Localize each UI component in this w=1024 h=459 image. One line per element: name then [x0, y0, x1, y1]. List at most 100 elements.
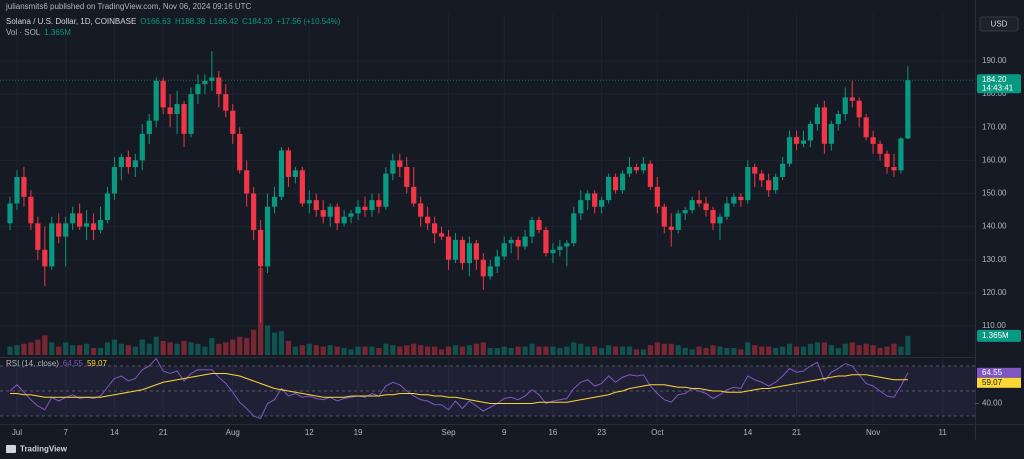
rsi-ma-box: [977, 377, 1021, 388]
candle-body: [97, 220, 104, 230]
candle-body: [118, 157, 124, 168]
volume-bar: [654, 342, 660, 355]
candle-body: [404, 167, 410, 187]
candle-body: [487, 266, 493, 277]
volume-bar: [550, 346, 556, 355]
volume-bar: [7, 346, 13, 355]
volume-bar: [63, 342, 69, 355]
volume-bar: [466, 345, 473, 355]
volume-bar: [682, 347, 688, 355]
volume-bar: [675, 345, 681, 355]
volume-bar: [571, 342, 577, 355]
volume-bar: [56, 346, 62, 355]
candle-body: [793, 137, 800, 144]
volume-bar: [397, 346, 403, 355]
candle-body: [90, 223, 97, 230]
candle-body: [146, 120, 152, 134]
candle-body: [612, 176, 619, 191]
volume-bar: [599, 347, 605, 355]
candle-body: [320, 210, 326, 217]
volume-bar: [306, 343, 312, 355]
candle-body: [285, 150, 292, 177]
candle-body: [438, 233, 445, 237]
volume-bar: [606, 345, 612, 355]
volume-bar: [264, 325, 271, 355]
volume-bar: [299, 345, 305, 355]
volume-bar: [501, 346, 507, 355]
volume-bar: [292, 346, 298, 355]
volume-bar: [432, 346, 438, 355]
currency-button[interactable]: [979, 16, 1019, 32]
x-tick-label: Jul: [12, 428, 22, 437]
candle-body: [606, 176, 612, 201]
volume-bar: [814, 342, 821, 355]
candle-body: [49, 223, 55, 267]
volume-bar: [153, 336, 159, 355]
candle-body: [515, 239, 521, 247]
volume-bar: [125, 345, 131, 355]
volume-bar: [807, 343, 814, 355]
candle-body: [139, 133, 145, 161]
volume-bar: [369, 346, 375, 355]
volume-bar: [508, 347, 514, 355]
candle-body: [543, 229, 549, 254]
candle-body: [181, 104, 187, 134]
volume-bar: [703, 347, 709, 355]
volume-bar: [244, 338, 250, 355]
y-tick-label: 150.00: [982, 189, 1007, 198]
candle-body: [7, 203, 13, 224]
last-price-box: [977, 74, 1021, 94]
rsi-line: [9, 357, 909, 420]
volume-bar: [863, 343, 869, 355]
volume-bar: [278, 331, 285, 355]
candle-body: [14, 176, 20, 204]
volume-bar: [42, 335, 48, 355]
volume-bar: [633, 349, 640, 355]
volume-bar: [543, 346, 549, 355]
candle-body: [313, 200, 319, 211]
volume-bar: [647, 345, 653, 355]
volume-bar: [891, 343, 897, 355]
volume-bar: [626, 346, 633, 355]
candle-body: [432, 223, 438, 234]
volume-bar: [661, 343, 667, 355]
volume-bar: [160, 340, 166, 355]
volume-bar: [90, 347, 97, 355]
candle-body: [571, 213, 577, 244]
volume-bar: [877, 347, 883, 355]
candle-body: [738, 196, 744, 201]
candle-body: [237, 133, 243, 171]
rsi-value-box: [977, 367, 1021, 378]
candle-body: [132, 160, 138, 168]
volume-bar: [334, 346, 340, 355]
x-tick-label: 14: [743, 428, 752, 437]
volume-bar: [800, 346, 807, 355]
volume-bar: [418, 345, 424, 355]
currency-label: USD: [991, 20, 1008, 29]
candle-body: [703, 203, 709, 211]
candle-body: [160, 80, 166, 108]
volume-bar: [327, 345, 333, 355]
volume-bar: [529, 343, 535, 355]
candle-body: [905, 80, 911, 139]
volume-bar: [905, 335, 911, 355]
volume-bar: [438, 349, 445, 355]
candle-body: [35, 223, 41, 250]
volume-bar: [348, 349, 354, 355]
candle-body: [856, 100, 862, 118]
candle-body: [870, 137, 876, 144]
candle-body: [633, 167, 640, 171]
volume-bar: [689, 349, 695, 355]
volume-bar: [731, 347, 737, 355]
volume-bar: [578, 343, 584, 355]
candle-body: [376, 200, 382, 207]
candle-body: [390, 160, 396, 174]
volume-bar: [209, 338, 215, 355]
countdown-label: 14:43:41: [982, 83, 1014, 92]
candle-body: [348, 213, 354, 217]
brand-name: TradingView: [20, 445, 68, 454]
candle-body: [28, 196, 34, 224]
ohlc-high: H188.38: [175, 17, 206, 26]
